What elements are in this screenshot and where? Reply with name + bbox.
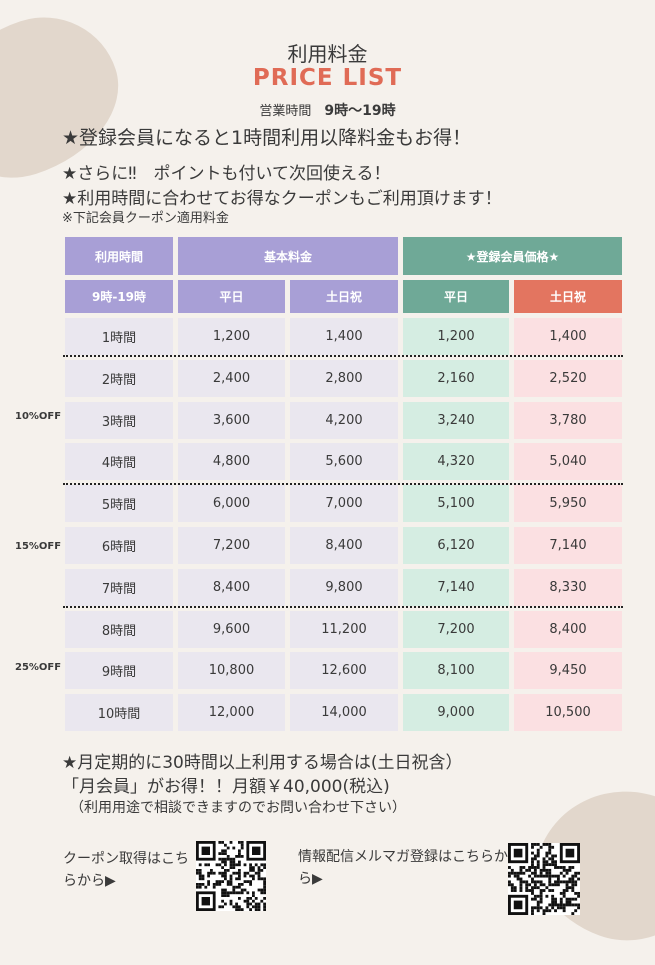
subheader-time-range: 9時-19時 bbox=[65, 280, 173, 313]
row-time: 3時間 bbox=[65, 402, 173, 439]
row-basic-weekend: 12,600 bbox=[290, 652, 398, 689]
row-basic-weekday: 6,000 bbox=[178, 485, 285, 522]
row-basic-weekday: 8,400 bbox=[178, 569, 285, 606]
row-basic-weekend: 5,600 bbox=[290, 443, 398, 480]
row-member-weekday: 8,100 bbox=[403, 652, 509, 689]
row-basic-weekend: 11,200 bbox=[290, 611, 398, 648]
subheader-weekday: 平日 bbox=[178, 280, 285, 313]
row-basic-weekday: 3,600 bbox=[178, 402, 285, 439]
coupon-qr-code[interactable] bbox=[196, 841, 266, 911]
row-member-weekday: 7,200 bbox=[403, 611, 509, 648]
page-title: 利用料金 bbox=[287, 42, 368, 66]
header-basic-price: 基本料金 bbox=[178, 237, 398, 275]
monthly-offer-line-1: ★月定期的に30時間以上利用する場合は(土日祝含） bbox=[62, 753, 463, 773]
row-time: 6時間 bbox=[65, 527, 173, 564]
row-time: 9時間 bbox=[65, 652, 173, 689]
hours-value: 9時〜19時 bbox=[324, 103, 396, 119]
row-basic-weekday: 10,800 bbox=[178, 652, 285, 689]
monthly-offer-line-2: 「月会員」がお得！！月額￥40,000(税込) bbox=[62, 777, 390, 797]
row-basic-weekday: 9,600 bbox=[178, 611, 285, 648]
row-time: 5時間 bbox=[65, 485, 173, 522]
row-basic-weekday: 2,400 bbox=[178, 360, 285, 397]
row-basic-weekend: 4,200 bbox=[290, 402, 398, 439]
row-member-weekend: 5,040 bbox=[514, 443, 622, 480]
row-member-weekend: 10,500 bbox=[514, 694, 622, 731]
tier-separator bbox=[63, 355, 623, 357]
row-basic-weekday: 12,000 bbox=[178, 694, 285, 731]
newsletter-qr-code[interactable] bbox=[508, 843, 580, 915]
subheader-weekend: 土日祝 bbox=[290, 280, 398, 313]
row-basic-weekend: 7,000 bbox=[290, 485, 398, 522]
promo-line-1: ★登録会員になると1時間利用以降料金もお得！ bbox=[62, 127, 472, 149]
business-hours: 営業時間 9時〜19時 bbox=[0, 100, 655, 120]
newsletter-qr-label: 情報配信メルマガ登録はこちらから▶ bbox=[298, 849, 508, 887]
subheader-member-weekday: 平日 bbox=[403, 280, 509, 313]
header-time: 利用時間 bbox=[65, 237, 173, 275]
discount-label-15: 15%OFF bbox=[15, 541, 62, 552]
row-basic-weekend: 9,800 bbox=[290, 569, 398, 606]
row-member-weekend: 5,950 bbox=[514, 485, 622, 522]
row-member-weekday: 4,320 bbox=[403, 443, 509, 480]
row-member-weekday: 7,140 bbox=[403, 569, 509, 606]
row-basic-weekday: 7,200 bbox=[178, 527, 285, 564]
row-time: 1時間 bbox=[65, 318, 173, 355]
discount-label-25: 25%OFF bbox=[15, 662, 62, 673]
row-basic-weekday: 1,200 bbox=[178, 318, 285, 355]
tier-separator bbox=[63, 606, 623, 608]
row-basic-weekend: 14,000 bbox=[290, 694, 398, 731]
row-basic-weekday: 4,800 bbox=[178, 443, 285, 480]
row-member-weekend: 8,330 bbox=[514, 569, 622, 606]
row-member-weekend: 9,450 bbox=[514, 652, 622, 689]
row-member-weekday: 5,100 bbox=[403, 485, 509, 522]
row-basic-weekend: 8,400 bbox=[290, 527, 398, 564]
row-time: 8時間 bbox=[65, 611, 173, 648]
promo-line-2: ★さらに‼ ポイントも付いて次回使える！ bbox=[62, 164, 391, 184]
row-member-weekend: 2,520 bbox=[514, 360, 622, 397]
row-member-weekday: 9,000 bbox=[403, 694, 509, 731]
row-member-weekend: 8,400 bbox=[514, 611, 622, 648]
row-member-weekday: 6,120 bbox=[403, 527, 509, 564]
hours-label: 営業時間 bbox=[259, 104, 312, 119]
row-time: 4時間 bbox=[65, 443, 173, 480]
tier-separator bbox=[63, 483, 623, 485]
row-time: 2時間 bbox=[65, 360, 173, 397]
subheader-member-weekend: 土日祝 bbox=[514, 280, 622, 313]
row-time: 7時間 bbox=[65, 569, 173, 606]
discount-label-10: 10%OFF bbox=[15, 411, 62, 422]
page-subtitle: PRICE LIST bbox=[252, 65, 403, 91]
row-basic-weekend: 1,400 bbox=[290, 318, 398, 355]
coupon-note: ※下記会員クーポン適用料金 bbox=[62, 211, 229, 226]
header-member-price: ★登録会員価格★ bbox=[403, 237, 622, 275]
coupon-qr-label: クーポン取得はこちらから▶ bbox=[63, 851, 189, 889]
promo-line-3: ★利用時間に合わせてお得なクーポンもご利用頂けます！ bbox=[62, 189, 502, 209]
row-time: 10時間 bbox=[65, 694, 173, 731]
row-member-weekday: 3,240 bbox=[403, 402, 509, 439]
row-member-weekend: 7,140 bbox=[514, 527, 622, 564]
row-member-weekday: 2,160 bbox=[403, 360, 509, 397]
row-member-weekend: 3,780 bbox=[514, 402, 622, 439]
monthly-offer-note: （利用用途で相談できますのでお問い合わせ下さい） bbox=[70, 800, 406, 816]
row-basic-weekend: 2,800 bbox=[290, 360, 398, 397]
row-member-weekday: 1,200 bbox=[403, 318, 509, 355]
row-member-weekend: 1,400 bbox=[514, 318, 622, 355]
